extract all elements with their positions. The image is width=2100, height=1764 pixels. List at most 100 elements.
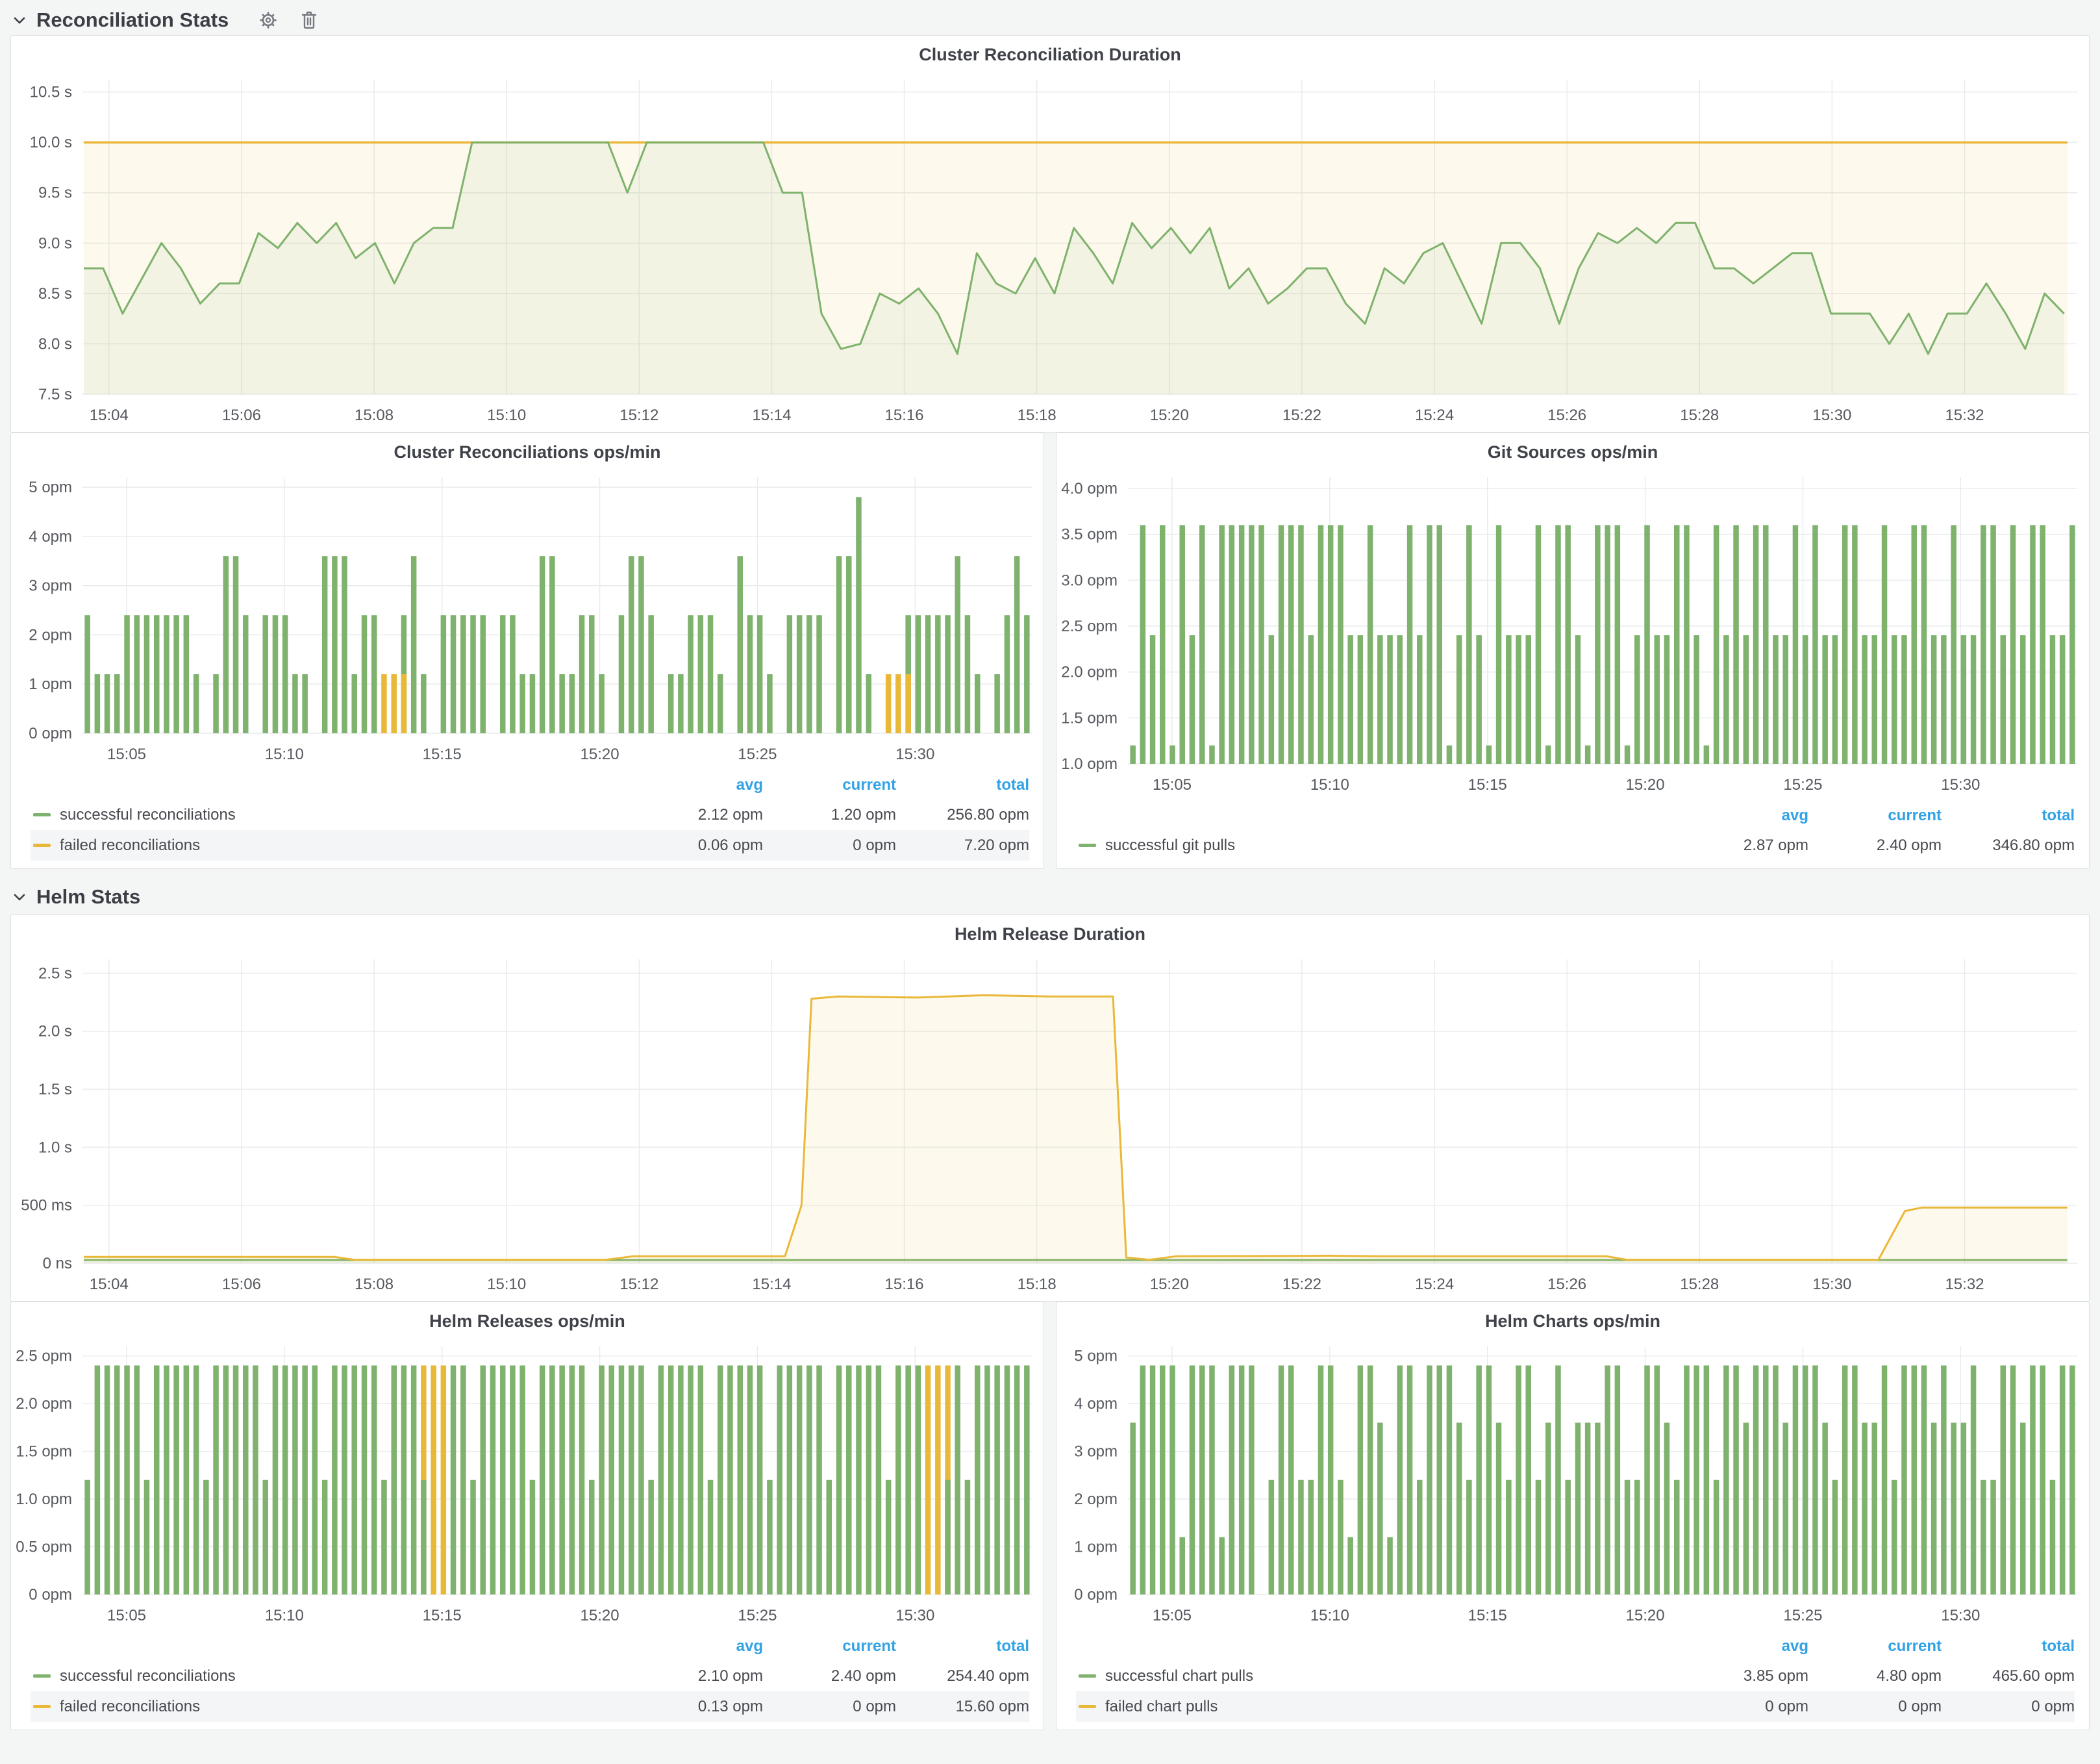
bar <box>1881 1365 1888 1594</box>
chart-area: 15:05 15:10 15:15 15:20 15:25 15:30 5 opm 4 opm… <box>1056 1337 2089 1632</box>
x-tick-label: 15:15 <box>423 746 462 763</box>
bar <box>1308 1480 1314 1594</box>
trash-icon[interactable] <box>299 9 319 31</box>
bar <box>1357 635 1364 764</box>
panel-title[interactable]: Helm Release Duration <box>954 924 1146 944</box>
bar <box>134 1365 140 1594</box>
bar <box>1981 525 1986 764</box>
x-tick-label: 15:10 <box>487 407 526 424</box>
bar <box>1941 635 1947 764</box>
series-color-marker <box>33 1705 51 1708</box>
stat-value-current: 1.20 opm <box>831 805 896 824</box>
series-label[interactable]: successful git pulls <box>1105 836 1236 854</box>
legend-stat-header-avg[interactable]: avg <box>1781 1637 1808 1655</box>
chevron-down-icon[interactable] <box>12 12 27 28</box>
chevron-down-icon[interactable] <box>12 889 27 905</box>
x-tick-label: 15:06 <box>222 407 261 424</box>
section-title[interactable]: Reconciliation Stats <box>36 8 229 31</box>
y-tick-label: 1 opm <box>1074 1539 1118 1556</box>
bar <box>1179 525 1185 764</box>
bar <box>1812 1365 1818 1594</box>
bar <box>1229 1365 1235 1594</box>
panel-git-sources-opm: Git Sources ops/min 15:05 15:10 15:15 15:20… <box>1056 433 2090 869</box>
bar <box>2040 525 2045 764</box>
panel-title[interactable]: Cluster Reconciliations ops/min <box>394 442 661 462</box>
bar <box>1406 525 1413 764</box>
y-tick-label: 500 ms <box>21 1197 72 1215</box>
y-tick-label: 3 opm <box>1074 1443 1118 1461</box>
legend-stat-header-total[interactable]: total <box>2042 807 2075 824</box>
chart-canvas[interactable]: 15:04 15:06 15:08 15:10 15:12 15:14 15:16 15:18… <box>11 950 2089 1301</box>
legend-stat-header-total[interactable]: total <box>996 1637 1029 1655</box>
bar <box>1555 525 1561 764</box>
series-label[interactable]: successful reconciliations <box>60 805 236 824</box>
bar <box>183 1365 190 1594</box>
bar <box>500 615 506 733</box>
bar <box>203 1480 209 1594</box>
section-title[interactable]: Helm Stats <box>36 885 141 908</box>
chart-canvas[interactable]: 15:05 15:10 15:15 15:20 15:25 15:30 2.5 opm 2.0… <box>11 1337 1044 1632</box>
panel-title[interactable]: Cluster Reconciliation Duration <box>919 44 1181 64</box>
bar <box>1792 525 1799 764</box>
panel-title[interactable]: Git Sources ops/min <box>1487 442 1658 462</box>
legend-stat-header-current[interactable]: current <box>842 1637 896 1655</box>
x-tick-label: 15:20 <box>581 1607 619 1624</box>
stat-value-total: 7.20 opm <box>964 836 1029 854</box>
bar <box>342 1365 347 1594</box>
bar <box>1288 1365 1294 1594</box>
legend-stat-header-total[interactable]: total <box>996 776 1029 794</box>
panel-title[interactable]: Helm Releases ops/min <box>429 1311 625 1331</box>
bar <box>1436 525 1442 764</box>
bar <box>1684 525 1690 764</box>
bar <box>925 615 931 733</box>
series-label[interactable]: successful chart pulls <box>1105 1667 1254 1685</box>
legend-stat-header-avg[interactable]: avg <box>736 1637 763 1655</box>
bar <box>1238 1365 1245 1594</box>
bar <box>94 674 101 733</box>
bar <box>243 1365 249 1594</box>
bar <box>1258 525 1264 764</box>
bar <box>1802 1365 1808 1594</box>
bar <box>173 1365 179 1594</box>
bar <box>2049 635 2056 764</box>
bar <box>1417 635 1423 764</box>
legend-stat-header-current[interactable]: current <box>1888 807 1942 824</box>
bar <box>500 1365 506 1594</box>
gear-icon[interactable] <box>257 9 279 31</box>
legend-stat-header-avg[interactable]: avg <box>736 776 763 794</box>
bar <box>1763 1365 1769 1594</box>
bar <box>154 615 160 733</box>
x-tick-label: 15:20 <box>1150 1276 1189 1293</box>
bar <box>826 1480 832 1594</box>
legend-stat-header-total[interactable]: total <box>2042 1637 2075 1655</box>
x-tick-label: 15:25 <box>738 1607 777 1624</box>
bar <box>1004 1365 1010 1594</box>
legend-header-row: avg current total <box>1076 801 2075 830</box>
stat-value-current: 2.40 opm <box>1876 836 1942 854</box>
bar <box>302 1365 308 1594</box>
series-label[interactable]: failed reconciliations <box>60 1697 201 1715</box>
series-label[interactable]: successful reconciliations <box>60 1667 236 1685</box>
bar <box>1387 1537 1393 1594</box>
series-label[interactable]: failed chart pulls <box>1105 1697 1218 1715</box>
bar <box>114 674 120 733</box>
bar <box>1219 525 1225 764</box>
chart-canvas[interactable]: 15:05 15:10 15:15 15:20 15:25 15:30 5 opm 4 opm… <box>1056 1337 2089 1632</box>
panel-title[interactable]: Helm Charts ops/min <box>1484 1311 1661 1331</box>
series-color-marker <box>33 813 51 816</box>
bar <box>727 1365 733 1594</box>
chart-canvas[interactable]: 15:05 15:10 15:15 15:20 15:25 15:30 5 opm 4 opm… <box>11 468 1044 771</box>
series-label[interactable]: failed reconciliations <box>60 836 201 854</box>
chart-canvas[interactable]: 15:05 15:10 15:15 15:20 15:25 15:30 4.0 opm 3.5… <box>1056 468 2089 801</box>
bar <box>895 674 901 733</box>
y-tick-label: 2.5 opm <box>1061 618 1118 635</box>
x-tick-label: 15:16 <box>885 407 924 424</box>
legend-stat-header-current[interactable]: current <box>1888 1637 1942 1655</box>
bar <box>1694 1365 1699 1594</box>
legend-stat-header-avg[interactable]: avg <box>1781 807 1808 824</box>
stat-value-total: 0 opm <box>2031 1697 2075 1715</box>
x-tick-label: 15:14 <box>752 407 791 424</box>
legend-stat-header-current[interactable]: current <box>842 776 896 794</box>
bar <box>1990 1480 1996 1594</box>
chart-canvas[interactable]: 15:04 15:06 15:08 15:10 15:12 15:14 15:16 15:18… <box>11 71 2089 432</box>
